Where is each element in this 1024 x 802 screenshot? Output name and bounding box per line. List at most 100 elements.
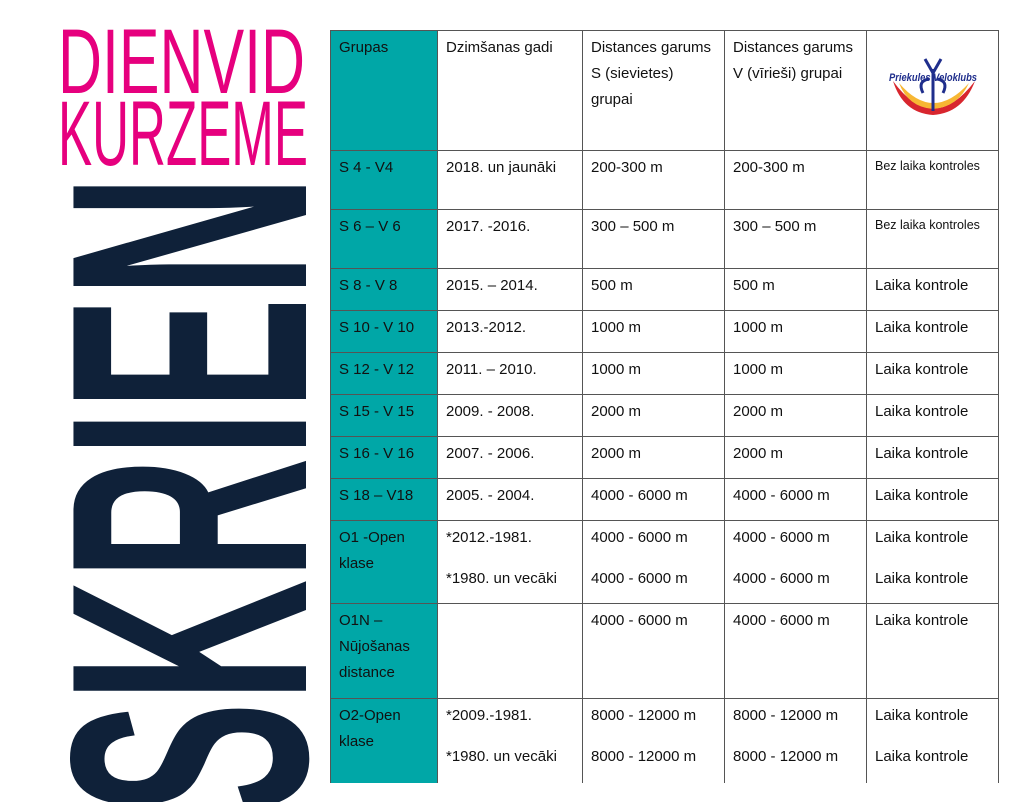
distance-s-cell: 4000 - 6000 m [582,478,725,521]
distance-v-cell: 4000 - 6000 m [724,478,867,521]
time-control-cell-line: Bez laika kontroles [875,218,980,232]
group-cell: S 10 - V 10 [330,310,438,353]
distance-s-cell-line: 4000 - 6000 m [591,570,688,587]
distance-v-cell: 500 m [724,268,867,311]
group-cell: S 16 - V 16 [330,436,438,479]
logo-cell: Priekules Veloklubs [866,30,999,151]
birth-years-cell-line: 2017. -2016. [446,218,531,235]
distance-s-cell-line: 2000 m [591,403,642,420]
priekules-veloklubs-logo: Priekules Veloklubs [889,58,977,115]
birth-years-cell-line: *2012.-1981. [446,529,532,546]
time-control-cell: Bez laika kontroles [866,209,999,269]
birth-years-cell-line: 2007. - 2006. [446,445,535,462]
distance-v-cell: 1000 m [724,352,867,395]
distance-s-cell: 8000 - 12000 m 8000 - 12000 m [582,698,725,783]
birth-years-cell-line: 2015. – 2014. [446,277,538,294]
time-control-cell-line: Laika kontrole [875,319,969,336]
header-distance-v: Distances garums V (vīrieši) grupai [724,30,867,151]
distance-s-cell: 200-300 m [582,150,725,210]
distance-s-cell: 2000 m [582,394,725,437]
distance-s-cell: 1000 m [582,310,725,353]
distance-s-cell: 2000 m [582,436,725,479]
distance-v-cell-line: 1000 m [733,319,784,336]
distance-v-cell-line: 4000 - 6000 m [733,487,830,504]
distance-v-cell: 8000 - 12000 m 8000 - 12000 m [724,698,867,783]
distance-v-cell: 2000 m [724,436,867,479]
time-control-cell: Laika kontrole [866,478,999,521]
table-header-row: Grupas Dzimšanas gadi Distances garums S… [330,30,999,151]
time-control-cell: Laika kontrole [866,436,999,479]
distance-v-cell-line: 2000 m [733,403,784,420]
distance-v-cell-line: 2000 m [733,445,784,462]
table-row: S 4 - V4 2018. un jaunāki 200-300 m 200-300… [330,150,999,210]
time-control-cell-line: Laika kontrole [875,529,969,546]
time-control-cell: Laika kontrole [866,352,999,395]
distance-s-cell-line: 4000 - 6000 m [591,529,688,546]
distance-v-cell: 300 – 500 m [724,209,867,269]
group-cell: S 4 - V4 [330,150,438,210]
time-control-cell: Laika kontrole [866,268,999,311]
distance-v-cell-line: 8000 - 12000 m [733,707,839,724]
distance-v-cell: 2000 m [724,394,867,437]
time-control-cell-line: Laika kontrole [875,445,969,462]
brand-vertical-word: SKRIEN [0,175,330,802]
time-control-cell-line: Laika kontrole [875,707,969,724]
group-cell: S 8 - V 8 [330,268,438,311]
distance-v-cell: 4000 - 6000 m [724,603,867,699]
time-control-cell-line: Laika kontrole [875,277,969,294]
birth-years-cell [437,603,583,699]
group-cell: S 15 - V 15 [330,394,438,437]
distance-s-cell-line: 1000 m [591,319,642,336]
time-control-cell-line: Bez laika kontroles [875,159,980,173]
distance-v-cell-line: 200-300 m [733,159,805,176]
birth-years-cell: 2007. - 2006. [437,436,583,479]
distance-s-cell-line: 4000 - 6000 m [591,487,688,504]
distance-s-cell-line: 500 m [591,277,633,294]
group-cell: O1 -Open klase [330,520,438,604]
time-control-cell: Laika kontrole [866,310,999,353]
time-control-cell-line: Laika kontrole [875,361,969,378]
distance-v-cell: 4000 - 6000 m 4000 - 6000 m [724,520,867,604]
time-control-cell: Laika kontrole [866,603,999,699]
brand-line-1: DIENVID [58,11,305,113]
group-cell: O2-Open klase [330,698,438,783]
event-brand-title: DIENVID KURZEME SKRIEN [0,11,330,802]
birth-years-cell: 2005. - 2004. [437,478,583,521]
distance-s-cell-line: 200-300 m [591,159,663,176]
time-control-cell-line: Laika kontrole [875,570,969,587]
groups-table: Grupas Dzimšanas gadi Distances garums S… [330,30,999,783]
distance-v-cell-line: 4000 - 6000 m [733,570,830,587]
time-control-cell: Laika kontrole Laika kontrole [866,520,999,604]
distance-v-cell: 200-300 m [724,150,867,210]
birth-years-cell: 2017. -2016. [437,209,583,269]
birth-years-cell-line: 2013.-2012. [446,319,527,336]
header-birth-years: Dzimšanas gadi [437,30,583,151]
birth-years-cell-line: *1980. un vecāki [446,570,557,587]
distance-v-cell-line: 8000 - 12000 m [733,748,839,765]
header-distance-s: Distances garums S (sievietes) grupai [582,30,725,151]
birth-years-cell: *2012.-1981. *1980. un vecāki [437,520,583,604]
group-cell: S 6 – V 6 [330,209,438,269]
group-cell: S 12 - V 12 [330,352,438,395]
distance-s-cell: 1000 m [582,352,725,395]
distance-v-cell-line: 300 – 500 m [733,218,817,235]
table-row: S 15 - V 15 2009. - 2008. 2000 m 2000 m Laik… [330,394,999,437]
table-row: S 10 - V 10 2013.-2012. 1000 m 1000 m Laika … [330,310,999,353]
table-row: O1N – Nūjošanas distance 4000 - 6000 m 400… [330,603,999,699]
distance-s-cell: 500 m [582,268,725,311]
table-row: S 16 - V 16 2007. - 2006. 2000 m 2000 m Laik… [330,436,999,479]
distance-v-cell-line: 500 m [733,277,775,294]
birth-years-cell-line: 2005. - 2004. [446,487,535,504]
header-groups: Grupas [330,30,438,151]
birth-years-cell: 2009. - 2008. [437,394,583,437]
time-control-cell-line: Laika kontrole [875,403,969,420]
distance-s-cell: 4000 - 6000 m [582,603,725,699]
distance-s-cell-line: 8000 - 12000 m [591,748,697,765]
distance-v-cell-line: 4000 - 6000 m [733,529,830,546]
birth-years-cell-line: *1980. un vecāki [446,748,557,765]
birth-years-cell-line: 2018. un jaunāki [446,159,557,176]
time-control-cell-line: Laika kontrole [875,487,969,504]
distance-s-cell-line: 8000 - 12000 m [591,707,697,724]
birth-years-cell: 2018. un jaunāki [437,150,583,210]
group-cell: S 18 – V18 [330,478,438,521]
